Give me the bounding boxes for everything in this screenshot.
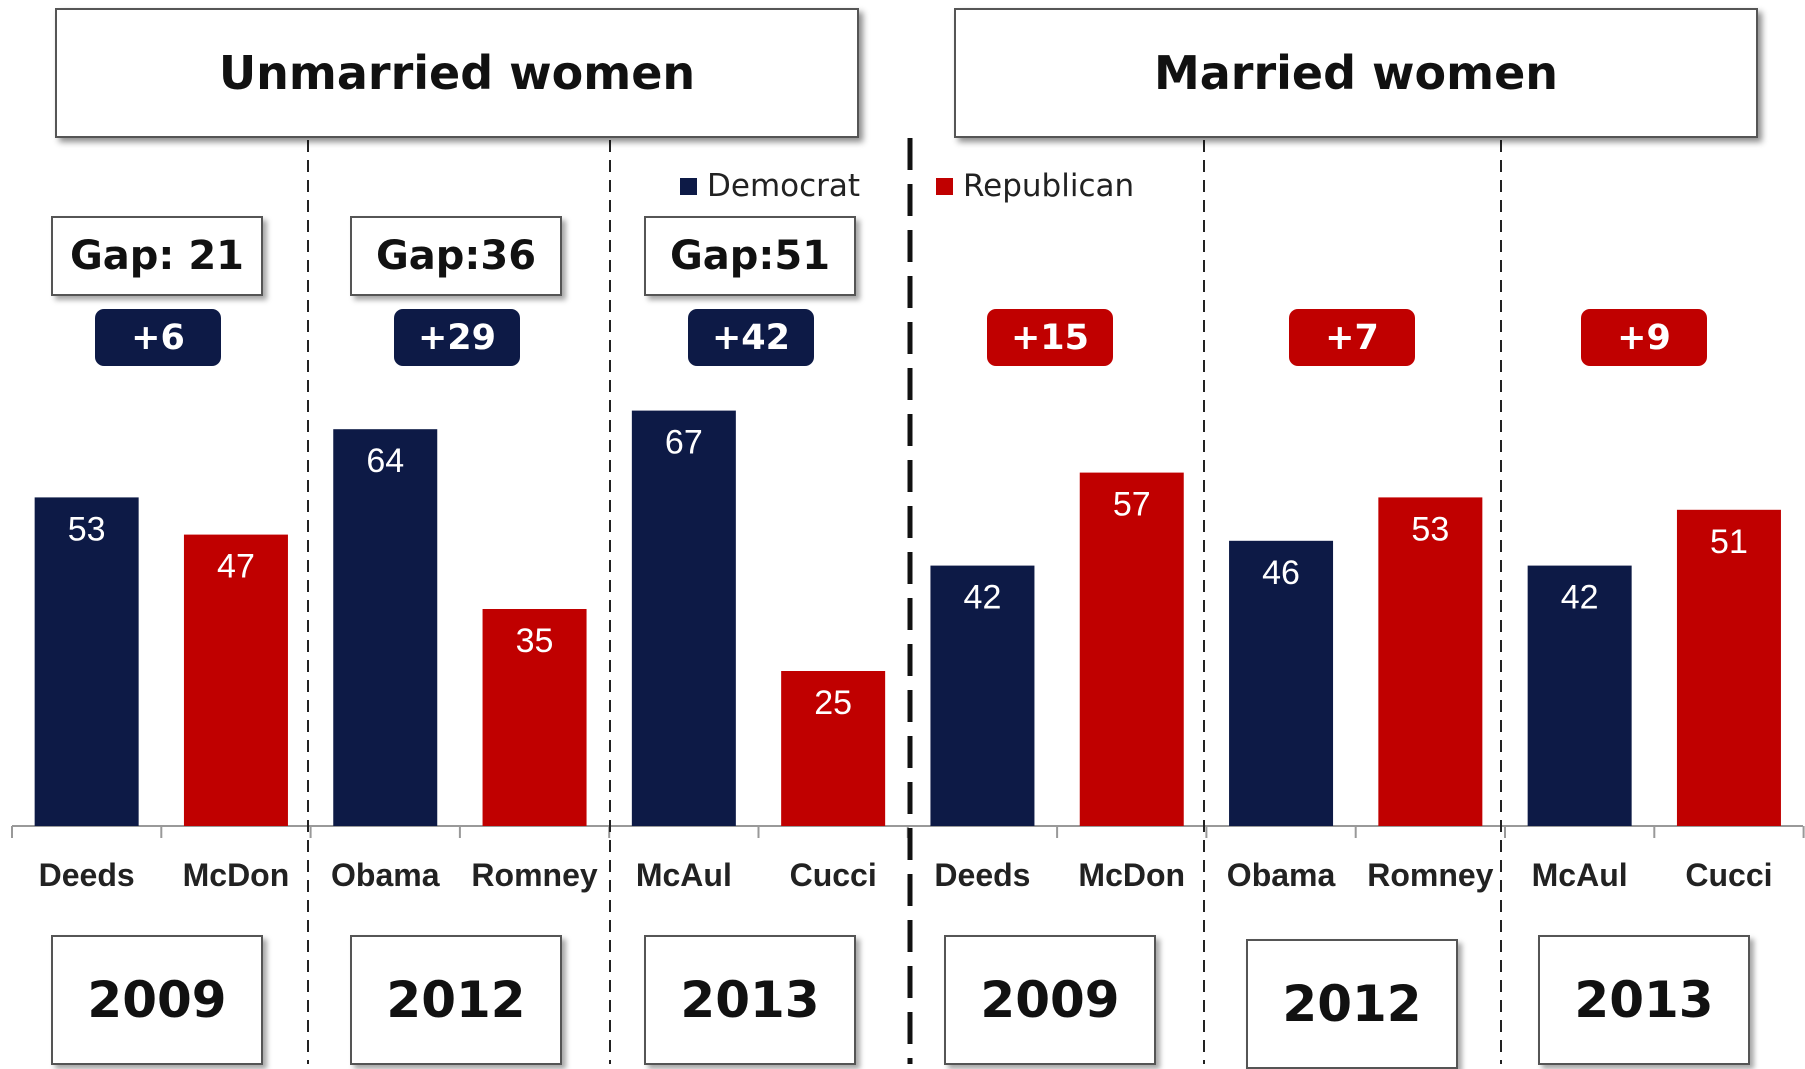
year-box-married-2009: 2009 xyxy=(944,935,1156,1065)
bar-value-label: 46 xyxy=(1262,554,1300,592)
margin-badge-unmarried-2013: +42 xyxy=(688,309,814,366)
category-tick-label: Cucci xyxy=(1685,857,1772,893)
margin-badge-married-2013: +9 xyxy=(1581,309,1707,366)
category-tick-label: Obama xyxy=(331,857,440,893)
bar-value-label: 57 xyxy=(1113,486,1151,524)
bar-1-2-0 xyxy=(1527,565,1632,826)
bar-1-0-1 xyxy=(1079,472,1184,826)
bar-1-1-1 xyxy=(1378,497,1483,826)
gap-box-2009: Gap: 21 xyxy=(51,216,263,296)
bar-0-0-0 xyxy=(34,497,139,826)
category-tick-label: McDon xyxy=(1078,857,1185,893)
bar-0-2-1 xyxy=(781,671,886,826)
year-box-married-2012: 2012 xyxy=(1246,939,1458,1069)
gap-box-2013: Gap:51 xyxy=(644,216,856,296)
bar-value-label: 67 xyxy=(665,424,703,462)
bar-value-label: 42 xyxy=(964,579,1002,617)
legend-label-democrat: Democrat xyxy=(707,168,861,204)
margin-badge-married-2012: +7 xyxy=(1289,309,1415,366)
margin-badge-unmarried-2012: +29 xyxy=(394,309,520,366)
margin-badge-married-2009: +15 xyxy=(987,309,1113,366)
bar-value-label: 51 xyxy=(1710,523,1748,561)
legend-swatch-republican xyxy=(936,177,953,195)
legend-swatch-democrat xyxy=(680,177,697,195)
category-tick-label: Deeds xyxy=(39,857,135,893)
category-tick-label: Cucci xyxy=(790,857,877,893)
category-tick-label: Obama xyxy=(1227,857,1336,893)
year-box-married-2013: 2013 xyxy=(1538,935,1750,1065)
legend-republican: Republican xyxy=(936,168,1134,204)
category-tick-label: McDon xyxy=(183,857,290,893)
category-tick-label: Deeds xyxy=(934,857,1030,893)
bar-0-1-1 xyxy=(482,609,587,826)
category-tick-label: McAul xyxy=(636,857,732,893)
panel-title-married: Married women xyxy=(954,8,1758,138)
category-tick-label: McAul xyxy=(1532,857,1628,893)
bar-value-label: 42 xyxy=(1561,579,1599,617)
year-box-unmarried-2013: 2013 xyxy=(644,935,856,1065)
bar-value-label: 47 xyxy=(217,548,255,586)
bar-value-label: 53 xyxy=(1411,510,1449,548)
year-box-unmarried-2009: 2009 xyxy=(51,935,263,1065)
bar-value-label: 64 xyxy=(366,442,404,480)
bar-1-0-0 xyxy=(930,565,1035,826)
category-tick-label: Romney xyxy=(471,857,597,893)
bar-value-label: 53 xyxy=(68,510,106,548)
legend-democrat: Democrat xyxy=(680,168,860,204)
bar-0-1-0 xyxy=(333,429,438,826)
gap-box-2012: Gap:36 xyxy=(350,216,562,296)
year-box-unmarried-2012: 2012 xyxy=(350,935,562,1065)
margin-badge-unmarried-2009: +6 xyxy=(95,309,221,366)
category-tick-label: Romney xyxy=(1367,857,1493,893)
bar-1-1-0 xyxy=(1229,540,1334,826)
bar-value-label: 35 xyxy=(516,622,554,660)
bar-0-0-1 xyxy=(183,534,288,826)
legend-label-republican: Republican xyxy=(963,168,1135,204)
bar-1-2-1 xyxy=(1676,509,1781,826)
bar-0-2-0 xyxy=(631,410,736,826)
bar-value-label: 25 xyxy=(814,684,852,722)
panel-title-unmarried: Unmarried women xyxy=(55,8,859,138)
